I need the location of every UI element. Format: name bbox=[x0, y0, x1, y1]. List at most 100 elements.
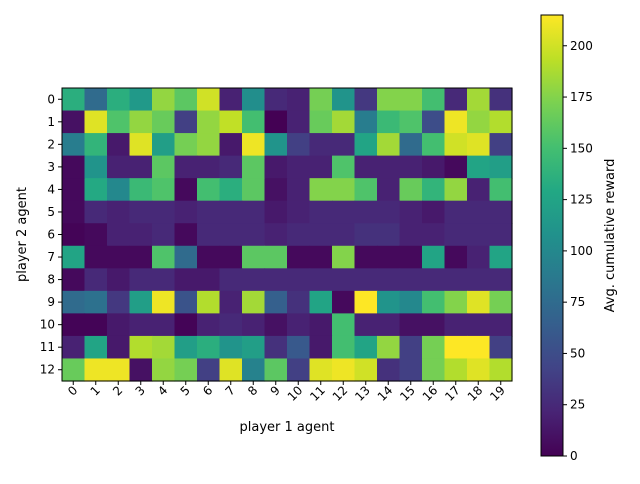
heatmap-cell-r7-c12 bbox=[332, 245, 356, 269]
y-tick-label: 8 bbox=[47, 273, 55, 287]
x-tick-label: 4 bbox=[155, 383, 170, 398]
heatmap-cell-r9-c1 bbox=[84, 290, 108, 314]
heatmap-cell-r7-c6 bbox=[197, 245, 221, 269]
heatmap-cell-r1-c6 bbox=[197, 110, 221, 134]
heatmap-cell-r2-c13 bbox=[354, 133, 378, 157]
heatmap-cell-r12-c3 bbox=[129, 358, 153, 382]
heatmap-cell-r8-c4 bbox=[152, 268, 176, 292]
heatmap-cell-r9-c17 bbox=[444, 290, 468, 314]
heatmap-cell-r6-c8 bbox=[242, 223, 266, 247]
heatmap-cell-r0-c13 bbox=[354, 88, 378, 112]
heatmap-cell-r12-c1 bbox=[84, 358, 108, 382]
heatmap-cell-r2-c8 bbox=[242, 133, 266, 157]
x-tick-label: 3 bbox=[133, 383, 148, 398]
heatmap-cell-r11-c7 bbox=[219, 335, 243, 360]
heatmap-cell-r11-c1 bbox=[84, 335, 108, 360]
heatmap-cell-r4-c9 bbox=[264, 178, 288, 202]
heatmap-cell-r4-c15 bbox=[399, 178, 423, 202]
heatmap-cell-r1-c18 bbox=[467, 110, 491, 134]
heatmap-cell-r12-c8 bbox=[242, 358, 266, 382]
heatmap-cell-r11-c11 bbox=[309, 335, 333, 360]
heatmap-cell-r7-c2 bbox=[107, 245, 131, 269]
heatmap-cell-r9-c9 bbox=[264, 290, 288, 314]
heatmap-cell-r1-c14 bbox=[377, 110, 401, 134]
heatmap-cell-r9-c2 bbox=[107, 290, 131, 314]
heatmap-cell-r2-c5 bbox=[174, 133, 198, 157]
heatmap-cell-r8-c6 bbox=[197, 268, 221, 292]
heatmap-cell-r7-c10 bbox=[287, 245, 311, 269]
heatmap-cell-r0-c15 bbox=[399, 88, 423, 112]
x-tick-label: 8 bbox=[245, 383, 260, 398]
heatmap-cell-r11-c4 bbox=[152, 335, 176, 360]
heatmap-cell-r5-c14 bbox=[377, 200, 401, 224]
y-tick-label: 5 bbox=[47, 205, 55, 219]
x-tick-label: 14 bbox=[375, 383, 396, 404]
heatmap-cell-r5-c11 bbox=[309, 200, 333, 224]
x-tick-label: 2 bbox=[110, 383, 125, 398]
heatmap-cell-r0-c3 bbox=[129, 88, 153, 112]
heatmap-cell-r5-c15 bbox=[399, 200, 423, 224]
colorbar-tick-label: 50 bbox=[570, 346, 585, 360]
heatmap-cell-r12-c9 bbox=[264, 358, 288, 382]
heatmap-cell-r3-c18 bbox=[467, 155, 491, 179]
heatmap-cell-r4-c10 bbox=[287, 178, 311, 202]
heatmap-cell-r7-c13 bbox=[354, 245, 378, 269]
heatmap-cell-r6-c11 bbox=[309, 223, 333, 247]
heatmap-cell-r6-c19 bbox=[489, 223, 513, 247]
heatmap-cell-r10-c7 bbox=[219, 313, 243, 337]
colorbar-tick-label: 175 bbox=[570, 90, 593, 104]
heatmap-cell-r3-c13 bbox=[354, 155, 378, 179]
heatmap-cell-r0-c9 bbox=[264, 88, 288, 112]
heatmap-cell-r2-c9 bbox=[264, 133, 288, 157]
heatmap-cell-r10-c14 bbox=[377, 313, 401, 337]
heatmap-cell-r0-c6 bbox=[197, 88, 221, 112]
colorbar bbox=[540, 14, 564, 457]
heatmap-cell-r10-c9 bbox=[264, 313, 288, 337]
heatmap-cell-r4-c18 bbox=[467, 178, 491, 202]
heatmap-cell-r12-c19 bbox=[489, 358, 513, 382]
heatmap-cell-r0-c0 bbox=[62, 88, 86, 112]
heatmap-cell-r8-c9 bbox=[264, 268, 288, 292]
heatmap-cell-r11-c13 bbox=[354, 335, 378, 360]
heatmap-cell-r0-c7 bbox=[219, 88, 243, 112]
heatmap-cell-r0-c1 bbox=[84, 88, 108, 112]
heatmap-cell-r2-c16 bbox=[422, 133, 446, 157]
heatmap-cell-r2-c0 bbox=[62, 133, 86, 157]
heatmap-cell-r12-c18 bbox=[467, 358, 491, 382]
heatmap-cell-r11-c0 bbox=[62, 335, 86, 360]
heatmap-cell-r4-c19 bbox=[489, 178, 513, 202]
heatmap-cell-r9-c12 bbox=[332, 290, 356, 314]
heatmap-cell-r1-c1 bbox=[84, 110, 108, 134]
heatmap-cell-r0-c8 bbox=[242, 88, 266, 112]
heatmap-cell-r8-c13 bbox=[354, 268, 378, 292]
heatmap-cell-r8-c19 bbox=[489, 268, 513, 292]
y-tick-label: 6 bbox=[47, 228, 55, 242]
colorbar-tick-label: 25 bbox=[570, 398, 585, 412]
y-tick-label: 11 bbox=[40, 340, 55, 354]
heatmap-cell-r10-c11 bbox=[309, 313, 333, 337]
heatmap-cell-r1-c4 bbox=[152, 110, 176, 134]
heatmap-cell-r7-c4 bbox=[152, 245, 176, 269]
heatmap-cell-r4-c17 bbox=[444, 178, 468, 202]
heatmap-cell-r7-c7 bbox=[219, 245, 243, 269]
heatmap-cell-r11-c5 bbox=[174, 335, 198, 360]
heatmap-cell-r7-c9 bbox=[264, 245, 288, 269]
heatmap-cell-r8-c1 bbox=[84, 268, 108, 292]
heatmap-cell-r10-c19 bbox=[489, 313, 513, 337]
heatmap-cell-r12-c6 bbox=[197, 358, 221, 382]
x-tick-label: 15 bbox=[397, 383, 418, 404]
heatmap-cell-r7-c1 bbox=[84, 245, 108, 269]
heatmap-cell-r6-c15 bbox=[399, 223, 423, 247]
heatmap-cell-r10-c6 bbox=[197, 313, 221, 337]
heatmap-cell-r12-c11 bbox=[309, 358, 333, 382]
heatmap-cell-r0-c19 bbox=[489, 88, 513, 112]
y-tick-label: 12 bbox=[40, 363, 55, 377]
heatmap-cell-r11-c8 bbox=[242, 335, 266, 360]
heatmap-cell-r7-c8 bbox=[242, 245, 266, 269]
heatmap-cell-r11-c14 bbox=[377, 335, 401, 360]
heatmap-cell-r2-c4 bbox=[152, 133, 176, 157]
heatmap-cell-r0-c14 bbox=[377, 88, 401, 112]
heatmap-cell-r6-c0 bbox=[62, 223, 86, 247]
heatmap-cell-r9-c19 bbox=[489, 290, 513, 314]
